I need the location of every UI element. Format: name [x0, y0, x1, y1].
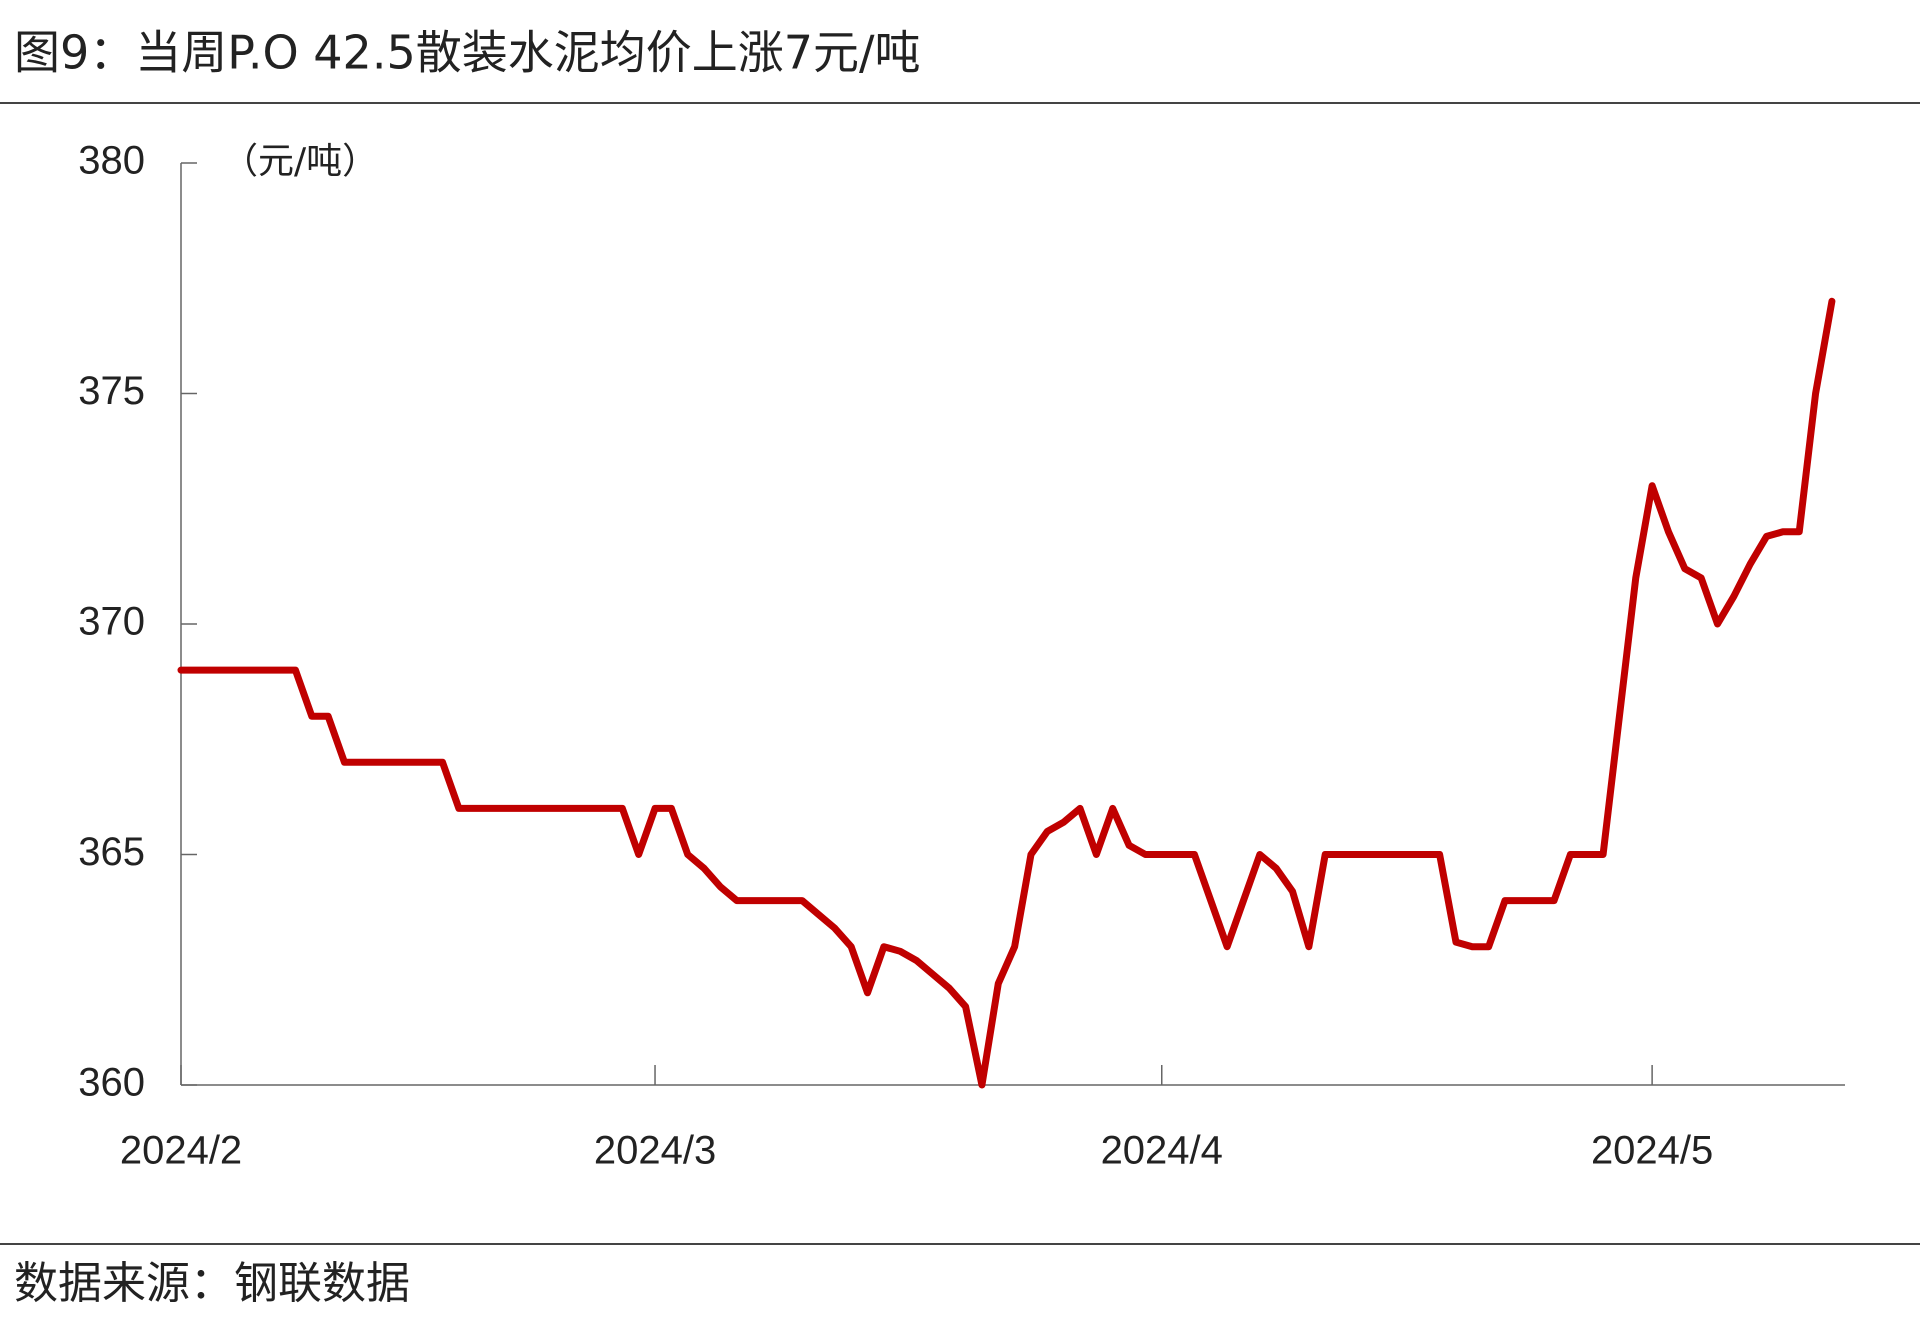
- y-tick-label: 375: [78, 369, 145, 413]
- x-tick-label: 2024/3: [594, 1129, 716, 1173]
- y-tick-label: 365: [78, 830, 145, 874]
- x-tick-label: 2024/2: [120, 1129, 242, 1173]
- x-tick-label: 2024/4: [1101, 1129, 1223, 1173]
- x-tick-label: 2024/5: [1591, 1129, 1713, 1173]
- y-tick-label: 380: [78, 139, 145, 183]
- y-tick-label: 360: [78, 1061, 145, 1105]
- y-axis-unit: （元/吨）: [222, 141, 378, 182]
- data-line: [177, 297, 1836, 1089]
- y-tick-label: 370: [78, 600, 145, 644]
- source-note: 数据来源：钢联数据: [14, 1258, 410, 1309]
- chart-title: 图9：当周P.O 42.5散装水泥均价上涨7元/吨: [14, 26, 920, 80]
